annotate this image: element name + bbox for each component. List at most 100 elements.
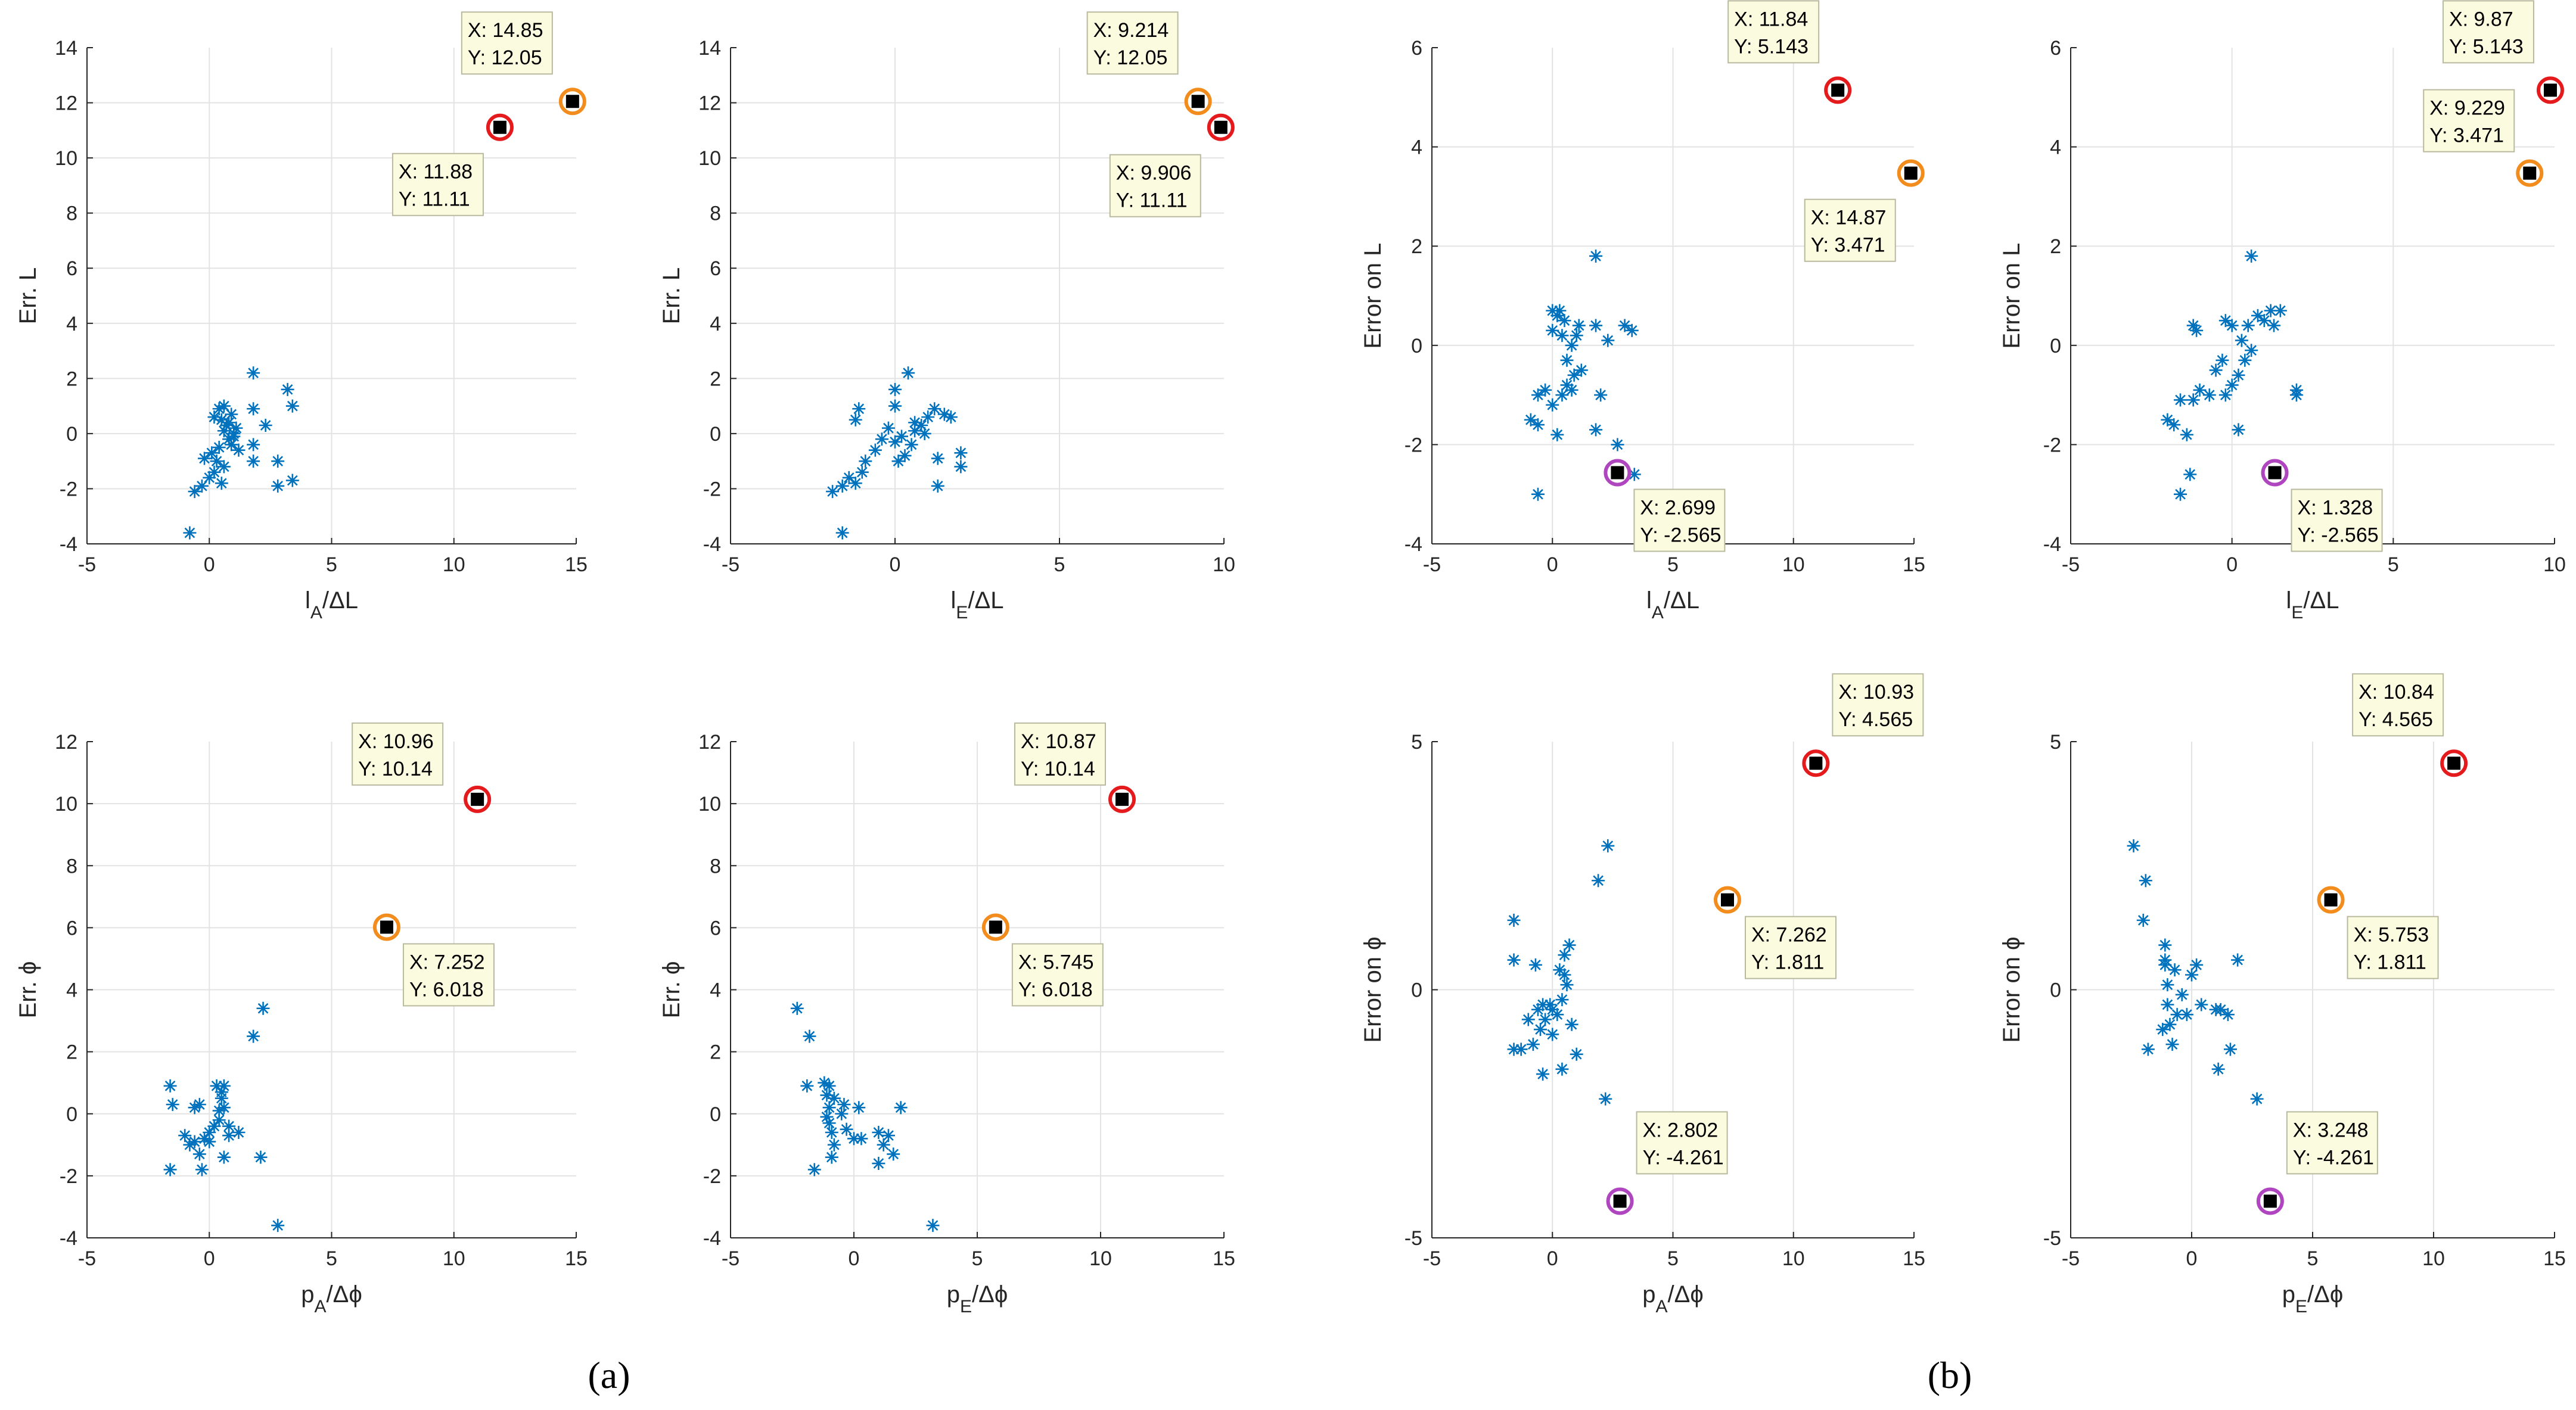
highlight-point bbox=[2324, 893, 2338, 907]
y-axis-label: Error on L bbox=[1360, 243, 1386, 349]
data-point bbox=[2180, 1008, 2193, 1022]
data-point bbox=[281, 382, 294, 396]
y-tick-label: 8 bbox=[710, 203, 721, 225]
data-point bbox=[198, 1132, 212, 1146]
data-point bbox=[271, 479, 285, 493]
data-point bbox=[954, 460, 968, 474]
data-point bbox=[926, 1219, 940, 1232]
x-axis-label: lA/ΔL bbox=[305, 587, 358, 622]
data-point bbox=[2190, 958, 2204, 972]
data-point bbox=[192, 1147, 206, 1161]
data-point bbox=[1531, 1003, 1545, 1016]
data-point bbox=[818, 1076, 831, 1090]
datatip-y: Y: -4.261 bbox=[1643, 1146, 1724, 1169]
data-point bbox=[877, 1138, 890, 1151]
x-tick-label: 0 bbox=[204, 553, 215, 576]
data-point bbox=[918, 427, 931, 440]
data-point bbox=[232, 443, 246, 457]
data-point bbox=[1507, 953, 1521, 967]
data-point bbox=[2257, 314, 2271, 328]
data-point bbox=[1543, 998, 1557, 1011]
datatip-x: X: 10.87 bbox=[1021, 730, 1096, 753]
data-point bbox=[1550, 1008, 1564, 1022]
data-point bbox=[937, 407, 951, 421]
x-tick-label: -5 bbox=[1423, 553, 1441, 576]
y-axis-label: Err. ϕ bbox=[658, 961, 685, 1019]
data-point bbox=[1574, 363, 1588, 377]
x-tick-label: 0 bbox=[2226, 553, 2238, 576]
data-point bbox=[2245, 344, 2258, 357]
data-point bbox=[207, 465, 221, 479]
data-point bbox=[1531, 388, 1545, 402]
y-tick-label: -4 bbox=[2043, 533, 2061, 556]
data-point bbox=[2211, 1062, 2225, 1076]
data-point bbox=[915, 419, 928, 432]
data-point bbox=[902, 366, 915, 380]
highlight-point bbox=[1904, 166, 1918, 180]
y-tick-label: 4 bbox=[710, 979, 721, 1002]
datatip-box bbox=[1011, 943, 1104, 1007]
data-point bbox=[2175, 988, 2189, 1001]
data-point bbox=[898, 449, 912, 462]
y-tick-label: 6 bbox=[66, 917, 77, 939]
data-point bbox=[2273, 304, 2287, 318]
data-point bbox=[2232, 423, 2245, 437]
y-tick-label: 0 bbox=[2050, 979, 2061, 1002]
data-point bbox=[1570, 1047, 1583, 1061]
datatip-y: Y: 12.05 bbox=[1093, 46, 1168, 69]
y-tick-label: -2 bbox=[60, 478, 77, 500]
data-point bbox=[2267, 319, 2281, 332]
data-point bbox=[178, 1129, 192, 1143]
data-point bbox=[1558, 968, 1571, 982]
x-tick-label: 10 bbox=[1213, 553, 1235, 576]
data-point bbox=[2163, 1017, 2177, 1031]
datatip-x: X: 10.93 bbox=[1838, 681, 1914, 704]
y-tick-label: -5 bbox=[1404, 1227, 1422, 1250]
data-point bbox=[1539, 1013, 1552, 1026]
highlight-point bbox=[989, 920, 1002, 934]
data-point bbox=[1555, 1062, 1569, 1076]
data-point bbox=[229, 421, 243, 435]
data-point bbox=[2156, 1023, 2170, 1037]
chart-a1: -5 0 5 10 15 -4 -2 0 2 4 6 8 10 12 14 lA/ΔL Err. L X: 14.… bbox=[15, 11, 588, 622]
data-point bbox=[1618, 319, 1632, 332]
data-point bbox=[2232, 368, 2245, 382]
highlight-point bbox=[565, 95, 579, 108]
y-tick-label: 10 bbox=[55, 793, 77, 816]
highlight-point bbox=[1720, 893, 1734, 907]
data-point bbox=[859, 455, 872, 468]
data-point bbox=[1558, 314, 1571, 328]
data-point bbox=[837, 1098, 851, 1112]
data-point bbox=[2231, 953, 2245, 967]
y-tick-label: 6 bbox=[710, 917, 721, 939]
x-axis-label: pA/Δϕ bbox=[1642, 1281, 1704, 1316]
y-tick-label: 4 bbox=[66, 313, 77, 335]
data-point bbox=[840, 1122, 853, 1136]
chart-a3: -5 0 5 10 15 -4 -2 0 2 4 6 8 10 12 pA/Δϕ Err. ϕ X: 10.96… bbox=[15, 722, 588, 1316]
datatip-x: X: 9.214 bbox=[1093, 19, 1169, 42]
data-point bbox=[2127, 839, 2140, 852]
datatip-x: X: 5.745 bbox=[1018, 951, 1094, 973]
y-tick-label: 10 bbox=[698, 147, 721, 170]
data-point bbox=[2264, 304, 2277, 318]
datatip-x: X: 1.328 bbox=[2298, 496, 2373, 519]
x-tick-label: -5 bbox=[2062, 1247, 2080, 1270]
datatip-box bbox=[1727, 0, 1820, 64]
y-tick-label: 4 bbox=[1411, 136, 1422, 159]
data-point bbox=[2158, 938, 2172, 952]
x-tick-label: 15 bbox=[1903, 553, 1925, 576]
data-point bbox=[2225, 378, 2239, 392]
data-point bbox=[254, 1150, 268, 1164]
data-point bbox=[1592, 874, 1605, 888]
y-axis-label: Error on ϕ bbox=[1999, 936, 2025, 1042]
y-axis-label: Err. ϕ bbox=[15, 961, 41, 1019]
data-point bbox=[207, 410, 221, 424]
data-point bbox=[1524, 413, 1537, 427]
datatip-y: Y: 12.05 bbox=[468, 46, 542, 69]
y-tick-label: 8 bbox=[66, 855, 77, 877]
y-tick-label: -4 bbox=[60, 1227, 77, 1250]
datatip-box bbox=[1109, 154, 1201, 217]
y-tick-label: 14 bbox=[55, 37, 77, 60]
y-tick-label: 4 bbox=[66, 979, 77, 1002]
data-point bbox=[2186, 319, 2200, 332]
